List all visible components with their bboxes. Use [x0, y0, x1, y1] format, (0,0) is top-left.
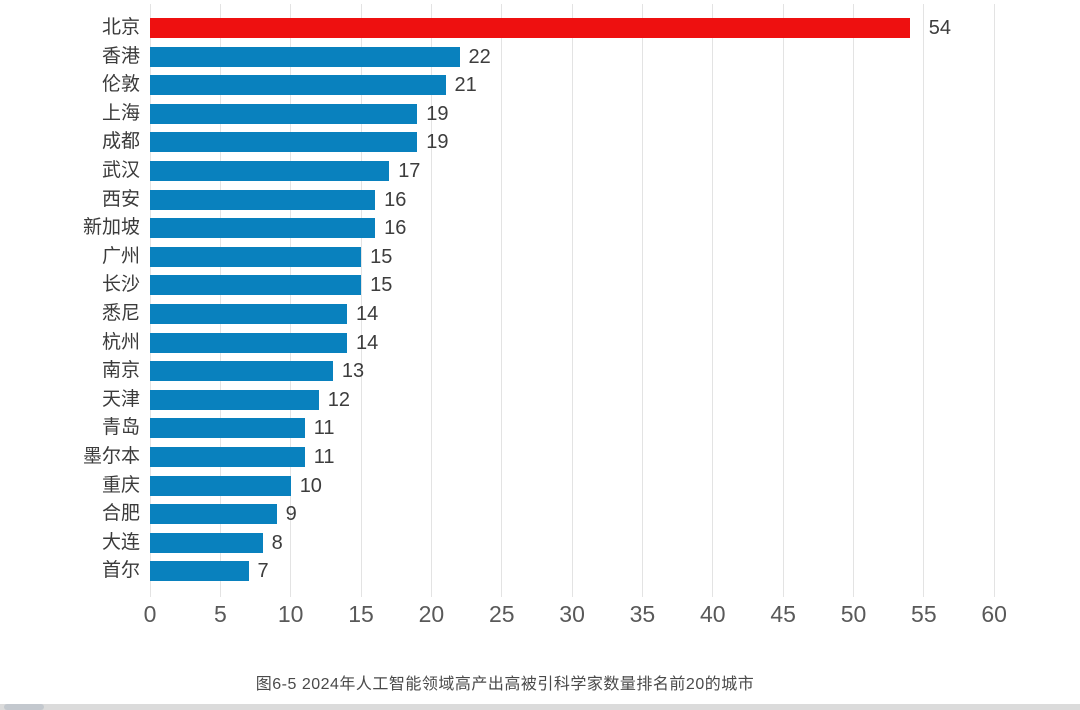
x-tick-label: 60	[981, 601, 1007, 627]
value-label: 19	[426, 102, 449, 125]
category-label: 香港	[101, 45, 140, 67]
bar	[150, 389, 319, 410]
value-label: 17	[398, 160, 421, 182]
value-label: 8	[271, 531, 283, 554]
category-label: 天津	[101, 388, 140, 410]
bar	[150, 418, 305, 439]
horizontal-scrollbar[interactable]	[0, 704, 1080, 710]
x-tick-label: 20	[418, 601, 445, 627]
category-label: 南京	[101, 360, 140, 382]
x-tick-label: 15	[348, 601, 374, 627]
category-label: 新加坡	[82, 217, 140, 239]
x-tick-label: 40	[700, 601, 726, 627]
category-label: 北京	[101, 17, 140, 38]
chart-caption: 图6-5 2024年人工智能领域高产出高被引科学家数量排名前20的城市	[255, 676, 755, 693]
category-label: 悉尼	[101, 303, 140, 324]
category-label: 成都	[101, 131, 140, 153]
x-tick-label: 10	[277, 601, 304, 627]
x-tick-label: 5	[213, 601, 227, 627]
value-label: 54	[928, 17, 952, 39]
gridline	[219, 4, 221, 597]
x-tick-label: 50	[840, 601, 867, 627]
value-label: 16	[384, 188, 407, 211]
value-label: 15	[370, 245, 393, 268]
value-label: 12	[327, 388, 351, 411]
gridline	[853, 4, 854, 597]
category-label: 西安	[101, 188, 140, 210]
category-label: 合肥	[101, 503, 140, 525]
bar	[150, 246, 362, 267]
bar	[150, 304, 347, 324]
x-tick-label: 45	[770, 601, 796, 627]
category-label: 青岛	[101, 417, 140, 439]
bar	[150, 332, 347, 353]
value-label: 16	[384, 217, 407, 240]
bar	[150, 504, 277, 525]
category-label: 长沙	[101, 274, 140, 296]
bar	[150, 218, 376, 239]
bar	[150, 447, 305, 467]
category-label: 墨尔本	[82, 446, 140, 467]
gridline	[149, 4, 151, 597]
value-label: 11	[313, 446, 335, 468]
bar	[150, 132, 418, 153]
gridline	[290, 4, 292, 597]
value-label: 13	[341, 360, 365, 383]
gridline	[641, 4, 643, 597]
bar	[150, 532, 263, 553]
value-label: 14	[356, 303, 379, 325]
x-tick-label: 25	[488, 601, 515, 627]
value-label: 11	[313, 417, 335, 440]
x-tick-label: 55	[911, 601, 937, 627]
gridline	[501, 4, 503, 597]
scrollbar-thumb[interactable]	[4, 704, 44, 710]
bar	[150, 75, 446, 96]
value-label: 14	[356, 331, 379, 354]
bar-highlighted	[150, 18, 910, 38]
gridline	[712, 4, 714, 597]
value-label: 21	[454, 74, 477, 97]
value-label: 7	[257, 560, 269, 583]
value-label: 22	[468, 45, 491, 68]
category-label: 大连	[101, 531, 140, 553]
value-label: 10	[299, 474, 322, 497]
bar	[150, 361, 333, 382]
gridline	[571, 4, 573, 597]
gridline	[430, 4, 432, 597]
value-label: 15	[370, 274, 393, 297]
category-label: 上海	[101, 102, 140, 124]
x-tick-label: 0	[143, 601, 157, 627]
category-label: 广州	[101, 245, 140, 267]
bar	[150, 46, 460, 67]
bar	[150, 161, 390, 181]
value-label: 9	[285, 503, 297, 526]
value-label: 19	[426, 131, 449, 154]
category-label: 重庆	[101, 474, 140, 496]
bar	[150, 275, 362, 296]
gridline	[360, 4, 362, 597]
gridline	[782, 4, 784, 597]
category-label: 首尔	[101, 560, 140, 582]
category-label: 伦敦	[101, 74, 140, 96]
category-label: 武汉	[101, 160, 140, 181]
bar	[150, 475, 291, 496]
x-tick-label: 35	[629, 601, 656, 627]
bar	[150, 103, 418, 124]
bar	[150, 189, 376, 210]
gridline	[993, 4, 995, 597]
x-tick-label: 30	[559, 601, 585, 627]
category-label: 杭州	[101, 331, 140, 353]
gridline	[923, 4, 925, 597]
bar	[150, 561, 249, 582]
